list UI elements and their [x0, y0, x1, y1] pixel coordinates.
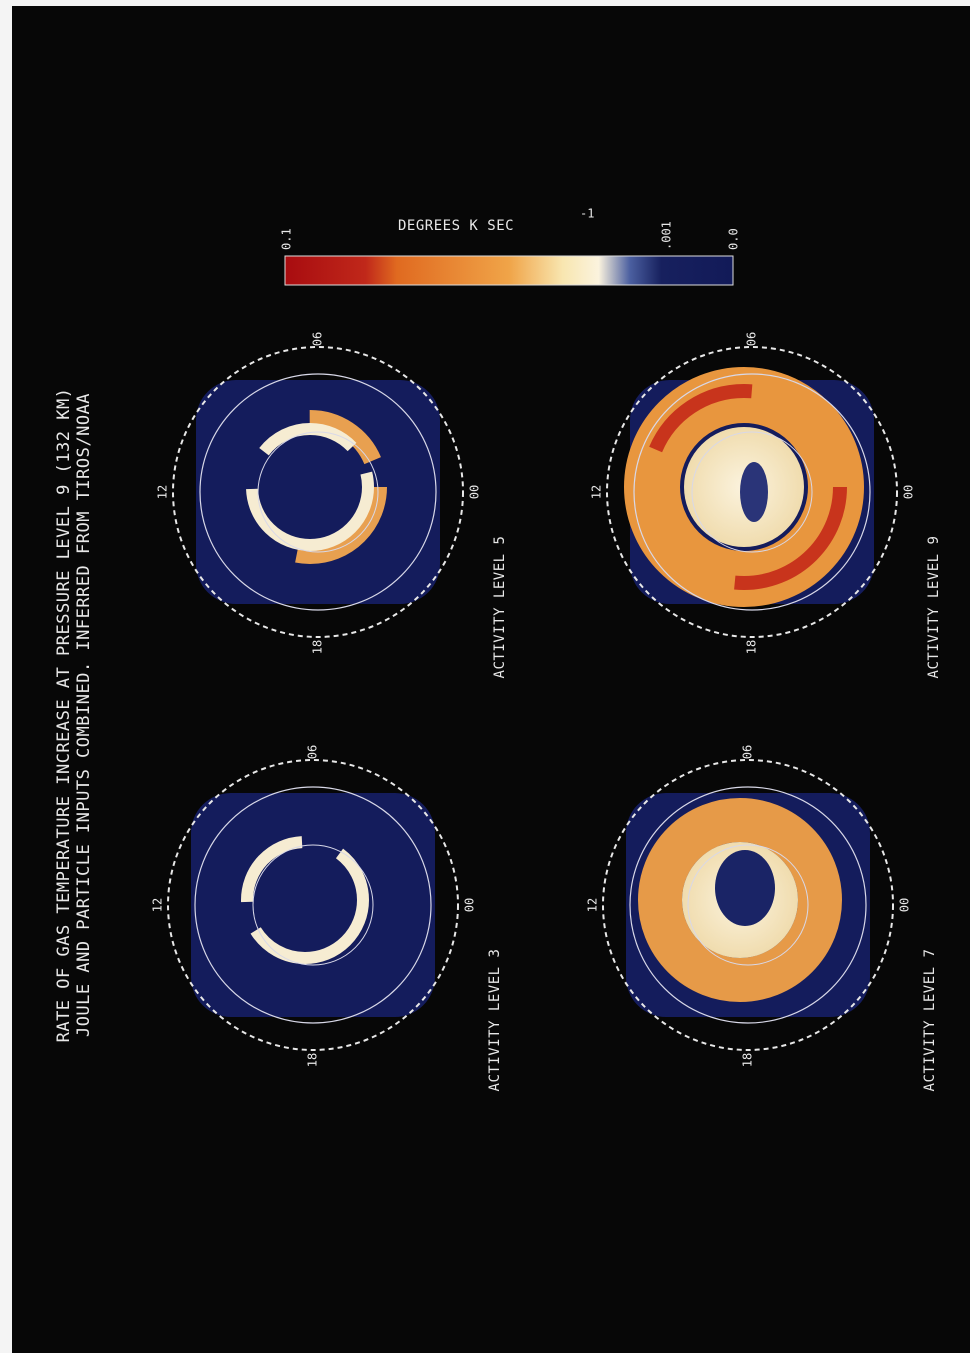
clock-label: 00: [898, 898, 912, 912]
panel-label: ACTIVITY LEVEL 5: [492, 536, 508, 679]
clock-label: 18: [306, 1053, 320, 1067]
clock-label: 12: [151, 898, 165, 912]
clock-label: 00: [468, 485, 482, 499]
title: RATE OF GAS TEMPERATURE INCREASE AT PRES…: [54, 388, 94, 1043]
clock-label: 18: [311, 640, 325, 654]
clock-label: 06: [306, 745, 320, 759]
panel-label: ACTIVITY LEVEL 7: [922, 949, 938, 1092]
colorbar-label: .001: [660, 221, 674, 250]
clock-label: 12: [590, 485, 604, 499]
colorbar-scale: [285, 256, 733, 285]
clock-label: 06: [745, 332, 759, 346]
clock-label: 00: [463, 898, 477, 912]
clock-label: 18: [741, 1053, 755, 1067]
background: [12, 6, 970, 1353]
clock-label: 12: [156, 485, 170, 499]
colorbar-label: 0.1: [280, 228, 294, 250]
clock-label: 00: [902, 485, 916, 499]
map-field: [191, 793, 435, 1017]
clock-label: 06: [311, 332, 325, 346]
panel-label: ACTIVITY LEVEL 9: [926, 536, 942, 679]
figure: RATE OF GAS TEMPERATURE INCREASE AT PRES…: [0, 0, 970, 1353]
panel-label: ACTIVITY LEVEL 3: [487, 949, 503, 1092]
cap: [740, 462, 768, 522]
clock-label: 06: [741, 745, 755, 759]
cap: [715, 850, 775, 926]
title-line: RATE OF GAS TEMPERATURE INCREASE AT PRES…: [54, 388, 74, 1043]
colorbar-label: 0.0: [727, 228, 741, 250]
page: {"header": {"title_lines": ["RATE OF GAS…: [0, 0, 970, 1353]
clock-label: 18: [745, 640, 759, 654]
colorbar-title: DEGREES K SEC: [398, 218, 514, 234]
colorbar-exponent: -1: [580, 207, 594, 221]
title-line: JOULE AND PARTICLE INPUTS COMBINED. INFE…: [74, 393, 94, 1037]
clock-label: 12: [586, 898, 600, 912]
